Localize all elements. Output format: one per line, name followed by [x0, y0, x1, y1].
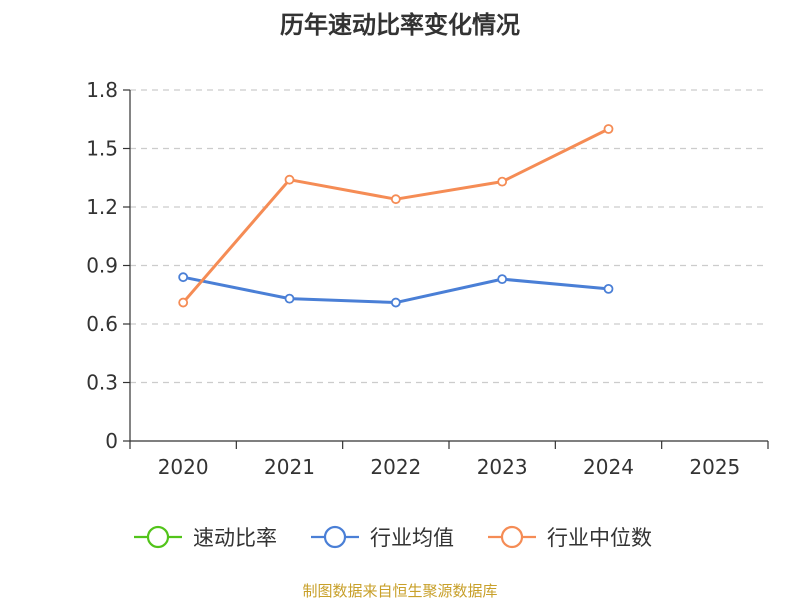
gridlines	[130, 89, 768, 384]
y-tick-label: 1.2	[86, 195, 118, 219]
data-point[interactable]	[497, 274, 508, 285]
legend-label: 行业均值	[370, 526, 454, 550]
legend-marker	[500, 525, 524, 549]
x-tick-label: 2020	[158, 455, 209, 479]
x-tick-label: 2023	[477, 455, 528, 479]
y-tick-label: 0.9	[86, 254, 118, 278]
y-axis: 0 0.3 0.6 0.9 1.2 1.5 1.8	[86, 78, 131, 453]
legend-marker	[146, 525, 170, 549]
y-tick-label: 1.5	[86, 137, 118, 161]
legend-marker	[323, 525, 347, 549]
data-point[interactable]	[390, 297, 401, 308]
data-point[interactable]	[178, 297, 189, 308]
legend-label: 行业中位数	[547, 526, 652, 550]
x-tick-label: 2022	[370, 455, 421, 479]
y-tick-label: 1.8	[86, 78, 118, 102]
y-tick-label: 0.3	[86, 371, 118, 395]
data-point[interactable]	[603, 283, 614, 294]
data-point[interactable]	[497, 176, 508, 187]
x-tick-label: 2025	[689, 455, 740, 479]
legend-label: 速动比率	[193, 526, 277, 550]
legend[interactable]: 速动比率 行业均值 行业中位数	[134, 525, 652, 550]
chart-title: 历年速动比率变化情况	[280, 11, 520, 39]
source-note: 制图数据来自恒生聚源数据库	[302, 582, 497, 600]
y-tick-label: 0.6	[86, 312, 118, 336]
x-tick-label: 2021	[264, 455, 315, 479]
legend-item[interactable]: 速动比率	[134, 525, 277, 550]
data-point[interactable]	[390, 194, 401, 205]
data-point[interactable]	[284, 174, 295, 185]
legend-item[interactable]: 行业中位数	[488, 525, 652, 550]
legend-item[interactable]: 行业均值	[311, 525, 454, 550]
x-tick-label: 2024	[583, 455, 634, 479]
y-tick-label: 0	[105, 429, 118, 453]
data-point[interactable]	[603, 124, 614, 134]
data-point[interactable]	[178, 272, 189, 283]
series-line	[182, 127, 610, 304]
series-layer	[178, 124, 614, 308]
x-axis: 2020 2021 2022 2023 2024 2025	[129, 440, 769, 479]
data-point[interactable]	[284, 293, 295, 304]
